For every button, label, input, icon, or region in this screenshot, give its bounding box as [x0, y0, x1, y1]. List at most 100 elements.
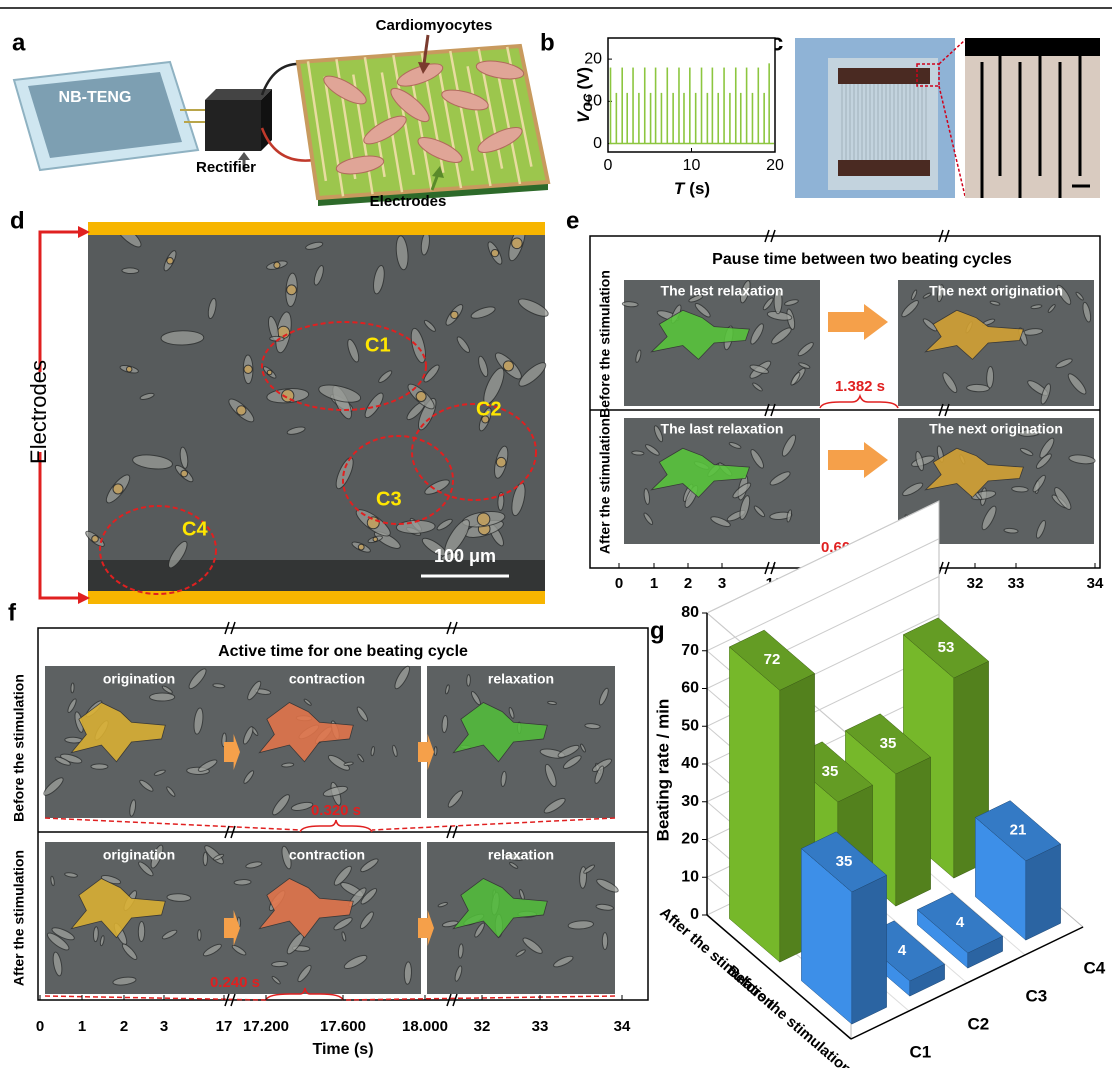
cell-blob	[596, 878, 619, 893]
electrode-finger	[409, 70, 433, 191]
bar-top	[916, 892, 1004, 954]
cell-blob	[202, 943, 222, 957]
rectifier-front	[205, 100, 261, 151]
axis-break	[764, 403, 770, 417]
cell-blob	[243, 770, 255, 784]
axis-break	[764, 561, 770, 575]
cell-blob	[445, 684, 450, 695]
bar-top	[728, 629, 816, 691]
cell-blob	[567, 920, 595, 930]
cell-blob	[557, 744, 580, 758]
beating-cell	[70, 878, 166, 939]
zoom-photo	[965, 38, 1100, 198]
cell-blob	[70, 682, 75, 694]
cell	[335, 155, 385, 175]
y-label-unit: (V)	[574, 67, 593, 90]
cell-blob	[370, 745, 375, 757]
cell-blob	[750, 323, 764, 345]
cell-blob	[364, 392, 384, 419]
cell-blob	[322, 785, 348, 797]
cell-blob	[580, 743, 586, 753]
cell-blob	[149, 692, 176, 702]
cell-blob	[502, 852, 525, 861]
x-label-symbol: T	[674, 179, 686, 198]
y-axis-label: VOC (V)	[574, 67, 595, 123]
cell-blob	[197, 929, 202, 941]
cell-blob	[1075, 291, 1084, 301]
nucleus	[511, 237, 523, 250]
cell-blob	[436, 518, 453, 531]
cell-blob	[474, 922, 485, 938]
region-label: C1	[365, 334, 391, 356]
x-tick-label: C2	[968, 1014, 990, 1033]
cell-blob	[594, 765, 605, 784]
frame-label: The next origination	[929, 283, 1063, 299]
cell-blob	[139, 392, 155, 400]
cell-blob	[466, 674, 471, 687]
cell-blob	[752, 382, 763, 392]
axis-break	[764, 229, 770, 243]
axis-tick-label: 32	[967, 575, 984, 592]
nucleus	[490, 248, 500, 258]
transition-arrow	[418, 910, 434, 946]
cell-blob	[447, 790, 464, 808]
transition-arrow	[418, 734, 434, 770]
zoom-line	[938, 39, 966, 65]
cell-blob	[357, 753, 365, 763]
frame-label: relaxation	[488, 671, 554, 687]
cell-blob	[333, 917, 353, 931]
cell-blob	[547, 700, 557, 705]
nucleus	[372, 536, 378, 542]
cell	[363, 115, 407, 145]
axis-break	[944, 561, 950, 575]
y-label-symbol: V	[574, 110, 593, 123]
beating-cell	[258, 878, 354, 939]
transition-arrow	[224, 734, 240, 770]
cell	[323, 75, 367, 105]
electrode-finger	[449, 50, 474, 171]
bar-side	[729, 646, 781, 963]
cell-blob	[67, 698, 77, 713]
y-tick-label: 70	[681, 642, 699, 659]
axis-tick-label: 0	[36, 1018, 44, 1035]
cell-blob	[773, 288, 783, 315]
cell-blob	[202, 851, 208, 867]
cell-blob	[543, 797, 566, 814]
cell-blob	[457, 943, 464, 959]
cell-blob	[341, 931, 347, 942]
electrode-finger	[494, 64, 522, 185]
nucleus	[476, 512, 491, 527]
region-outline	[99, 505, 217, 595]
arrow	[422, 34, 430, 65]
cell-blob	[762, 297, 774, 311]
cell-blob	[343, 761, 354, 767]
cell-blob	[922, 292, 932, 299]
y-tick-label: 20	[681, 831, 699, 848]
frame-label: The last relaxation	[661, 421, 784, 437]
cell-blob	[989, 300, 1001, 306]
cell-blob	[1018, 428, 1041, 437]
x-tick-label: C1	[910, 1042, 932, 1061]
frame-label: The next origination	[929, 421, 1063, 437]
cells-label: Cardiomyocytes	[376, 17, 493, 34]
cell-blob	[360, 888, 378, 905]
cell-blob	[90, 763, 109, 770]
axis-tick-label: 32	[474, 1018, 491, 1035]
interval-line	[371, 817, 616, 831]
y-tick-label: 80	[681, 604, 699, 621]
x-tick-label: 0	[604, 157, 613, 174]
cell-blob	[595, 903, 614, 911]
axis-tick-label: 33	[532, 1018, 549, 1035]
bar-front	[895, 756, 931, 907]
cell-blob	[410, 327, 426, 364]
cell-blob	[784, 299, 799, 306]
cell-blob	[509, 861, 519, 869]
axis-tick-label: 2	[120, 1018, 128, 1035]
cell-blob	[50, 875, 55, 887]
cell-blob	[440, 552, 461, 561]
nucleus	[243, 364, 253, 374]
cell-blob	[313, 265, 324, 286]
cell-blob	[966, 383, 990, 393]
cell-blob	[166, 893, 192, 902]
panel-label: a	[12, 29, 26, 56]
